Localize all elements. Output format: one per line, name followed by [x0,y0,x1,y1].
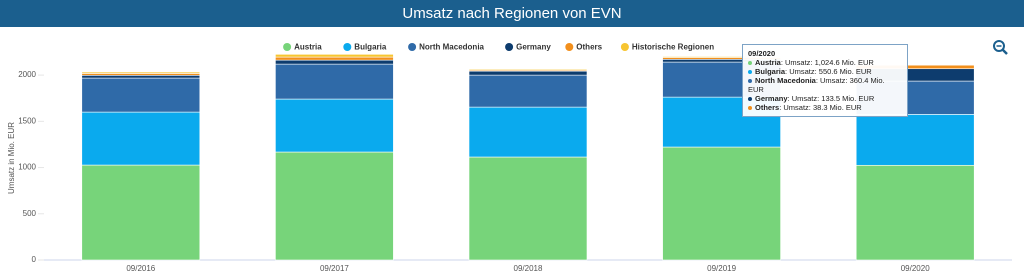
legend-marker [620,43,629,51]
legend-label: North Macedonia [419,43,484,52]
bar-segment [275,54,394,58]
bar-segment [81,74,201,79]
tooltip-value: Umsatz: 550.6 Mio. EUR [789,67,872,76]
tooltip-row: North Macedonia: Umsatz: 360.4 Mio. EUR [748,76,885,94]
bar-segment [468,74,588,108]
tooltip-series: Others [755,103,780,112]
legend-marker [343,43,352,51]
tooltip-marker [748,106,752,111]
legend-marker [505,43,514,51]
legend-label: Austria [294,43,322,52]
bar-segment [275,59,394,65]
bar-segment [275,56,394,61]
tooltip-series: Austria [755,58,781,67]
legend-label: Bulgaria [354,43,387,52]
y-tick-label: 500 [23,209,37,218]
tooltip-row: Bulgaria: Umsatz: 550.6 Mio. EUR [748,67,902,76]
x-tick-label: 09/2017 [320,264,349,273]
tooltip-value: Umsatz: 133.5 Mio. EUR [791,94,875,103]
bar-segment [468,68,588,71]
legend-label: Others [576,43,602,52]
chart-title: Umsatz nach Regionen von EVN [0,0,1024,27]
tooltip-marker [748,97,752,102]
tooltip-value: Umsatz: 360.4 Mio. EUR [748,76,885,94]
legend-marker [408,43,417,51]
legend-marker [283,43,292,51]
tooltip-row: Germany: Umsatz: 133.5 Mio. EUR [748,94,902,103]
bar-segment [275,151,394,261]
tooltip-marker [748,70,752,75]
tooltip: 09/2020 Austria: Umsatz: 1,024.6 Mio. EUR… [742,44,908,117]
bar-segment [81,77,201,113]
bar-segment [81,164,201,261]
legend-label: Historische Regionen [632,43,714,52]
bar-segment [468,156,588,261]
bar-segment [275,63,394,100]
bar-segment [468,70,588,76]
tooltip-marker [748,61,752,66]
bar-segment [81,111,201,166]
y-tick-label: 1000 [18,163,36,172]
bar-segment [855,164,975,261]
bar-segment [468,106,588,158]
bar-segment [662,146,781,261]
bar-segment [855,114,975,166]
tooltip-value: Umsatz: 38.3 Mio. EUR [783,103,862,112]
y-tick-label: 1500 [18,116,36,125]
x-tick-label: 09/2018 [514,264,543,273]
tooltip-value: Umsatz: 1,024.6 Mio. EUR [785,58,874,67]
y-tick-label: 2000 [18,70,36,79]
legend-label: Germany [516,43,551,52]
zoom-icon[interactable] [993,40,1008,55]
tooltip-row: Austria: Umsatz: 1,024.6 Mio. EUR [748,58,902,67]
y-axis-label: Umsatz in Mio. EUR [7,122,16,194]
bar-segment [81,71,201,74]
y-tick-label: 0 [32,255,37,264]
tooltip-series: North Macedonia [755,76,816,85]
tooltip-series: Germany [755,94,788,103]
tooltip-title: 09/2020 [748,49,776,58]
tooltip-marker [748,79,752,84]
tooltip-series: Bulgaria [755,67,786,76]
x-tick-label: 09/2019 [707,264,736,273]
tooltip-row: Others: Umsatz: 38.3 Mio. EUR [748,103,902,112]
x-tick-label: 09/2020 [901,264,930,273]
x-tick-label: 09/2016 [126,264,155,273]
bar-segment [275,98,394,153]
legend-marker [565,43,574,51]
